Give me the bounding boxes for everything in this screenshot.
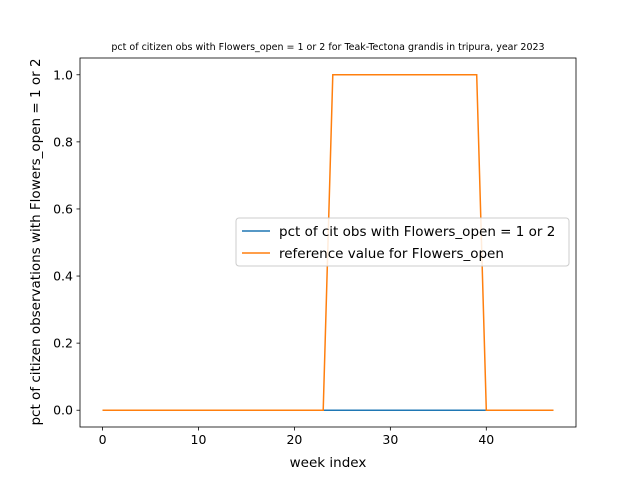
y-tick-label: 0.8 bbox=[53, 134, 73, 149]
x-axis-label: week index bbox=[290, 455, 367, 471]
chart-title: pct of citizen obs with Flowers_open = 1… bbox=[111, 42, 544, 53]
x-tick-label: 0 bbox=[99, 432, 107, 447]
plot-area: 0 10 20 30 40 0.0 0.2 0.4 0.6 0.8 1.0 bbox=[53, 57, 577, 447]
y-tick-label: 0.6 bbox=[53, 201, 73, 216]
x-tick-label: 30 bbox=[382, 432, 398, 447]
series-line-2 bbox=[102, 74, 554, 411]
y-tick-label: 0.4 bbox=[53, 269, 73, 284]
x-tick-label: 20 bbox=[286, 432, 302, 447]
legend-entry-1: pct of cit obs with Flowers_open = 1 or … bbox=[279, 224, 555, 240]
legend: pct of cit obs with Flowers_open = 1 or … bbox=[235, 217, 570, 267]
x-tick-label: 40 bbox=[478, 432, 494, 447]
legend-entry-2: reference value for Flowers_open bbox=[279, 246, 504, 262]
y-tick-label: 1.0 bbox=[53, 67, 73, 82]
x-tick-label: 10 bbox=[191, 432, 207, 447]
axes-frame bbox=[79, 57, 577, 428]
y-tick-label: 0.0 bbox=[53, 403, 73, 418]
y-axis-label: pct of citizen observations with Flowers… bbox=[28, 58, 44, 425]
legend-box bbox=[235, 217, 570, 267]
y-tick-label: 0.2 bbox=[53, 336, 73, 351]
